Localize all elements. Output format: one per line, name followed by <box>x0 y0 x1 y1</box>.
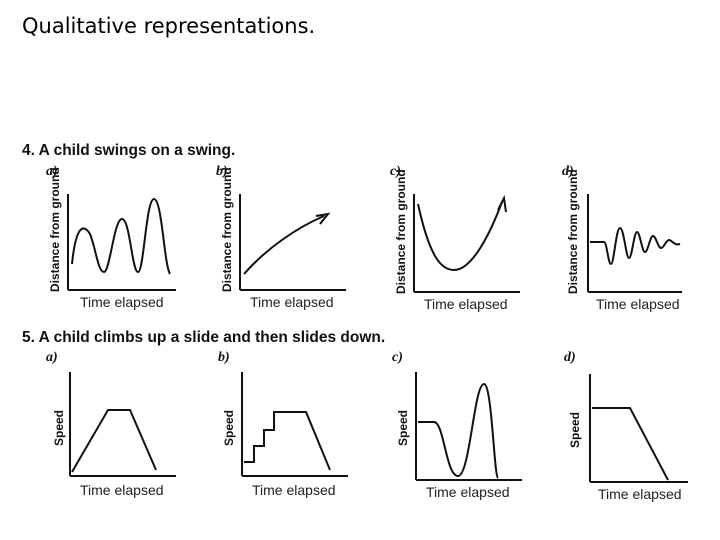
q5-option-b-graph[interactable]: b) Speed Time elapsed <box>218 350 388 510</box>
q4-option-c-graph[interactable]: c) Distance from ground Time elapsed <box>390 164 560 324</box>
x-axis-label: Time elapsed <box>80 482 164 498</box>
q4-option-b-graph[interactable]: b) Distance from ground Time elapsed <box>216 164 386 324</box>
option-letter: d) <box>562 164 574 179</box>
x-axis-label: Time elapsed <box>424 296 508 312</box>
q4-b-plot <box>239 194 346 291</box>
q4-d-plot <box>587 194 682 293</box>
q4-a-plot <box>67 194 176 291</box>
x-axis-label: Time elapsed <box>80 294 164 310</box>
x-axis-label: Time elapsed <box>426 484 510 500</box>
option-letter: b) <box>218 350 230 365</box>
q5-option-a-graph[interactable]: a) Speed Time elapsed <box>46 350 216 510</box>
x-axis-label: Time elapsed <box>598 486 682 502</box>
q4-option-d-graph[interactable]: d) Distance from ground Time elapsed <box>562 164 720 324</box>
q5-c-plot <box>415 372 522 481</box>
q5-option-c-graph[interactable]: c) Speed Time elapsed <box>392 350 562 510</box>
q5-d-plot <box>589 374 688 483</box>
q4-option-a-graph[interactable]: a) Distance from ground Time elapsed <box>46 164 216 324</box>
x-axis-label: Time elapsed <box>596 296 680 312</box>
page-title: Qualitative representations. <box>22 14 316 38</box>
option-letter: c) <box>392 350 403 365</box>
question-5-prompt: 5. A child climbs up a slide and then sl… <box>22 329 386 346</box>
question-4-prompt: 4. A child swings on a swing. <box>22 142 236 159</box>
q5-b-plot <box>241 372 348 477</box>
x-axis-label: Time elapsed <box>252 482 336 498</box>
option-letter: d) <box>564 350 576 365</box>
q4-c-plot <box>413 194 520 293</box>
option-letter: c) <box>390 164 401 179</box>
option-letter: b) <box>216 164 228 179</box>
q5-option-d-graph[interactable]: d) Speed Time elapsed <box>564 350 720 510</box>
option-letter: a) <box>46 350 58 365</box>
option-letter: a) <box>46 164 58 179</box>
x-axis-label: Time elapsed <box>250 294 334 310</box>
q5-a-plot <box>69 372 176 477</box>
